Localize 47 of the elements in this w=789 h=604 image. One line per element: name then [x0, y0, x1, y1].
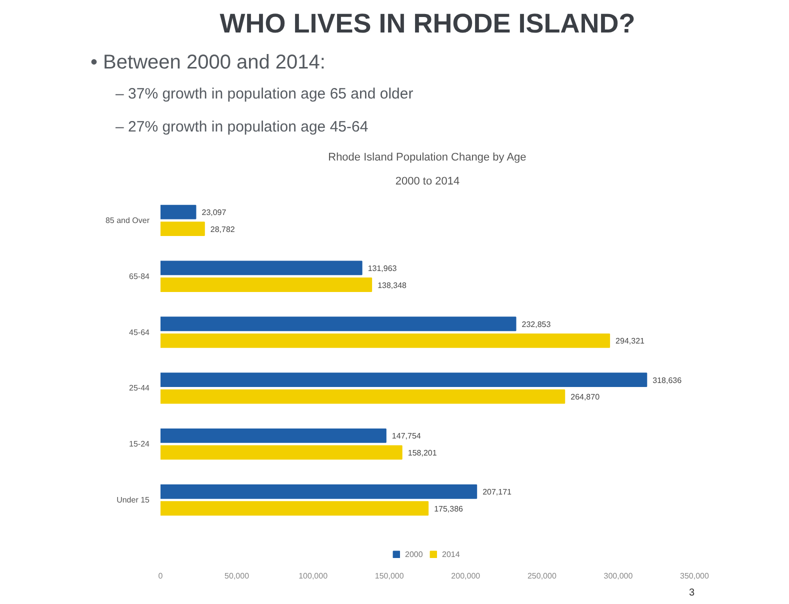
x-tick-label: 350,000	[680, 572, 710, 580]
data-label: 232,853	[522, 320, 552, 329]
x-tick-label: 50,000	[224, 572, 250, 580]
bar	[160, 333, 610, 348]
bar	[160, 501, 429, 516]
bar	[160, 278, 372, 292]
text: • Between 2000 and 2014:	[90, 52, 326, 74]
legend-label: 2000	[405, 549, 424, 559]
bar	[160, 428, 386, 443]
y-tick-label: 45-64	[129, 328, 150, 337]
chart-subtitle: 2000 to 2014	[395, 176, 460, 188]
bar	[160, 222, 205, 236]
y-tick-label: 15-24	[129, 440, 150, 449]
bar	[160, 389, 566, 404]
data-label: 294,321	[616, 336, 646, 346]
y-tick-label: 25-44	[129, 384, 150, 393]
data-label: 138,348	[378, 280, 408, 290]
chart-title: Rhode Island Population Change by Age	[328, 152, 526, 164]
bar	[160, 260, 362, 276]
text: – 37% growth in population age 65 and older	[116, 86, 414, 102]
x-tick-label: 250,000	[527, 572, 557, 580]
bar	[160, 204, 196, 220]
data-label: 264,870	[570, 392, 600, 402]
text: 3	[688, 588, 695, 598]
y-tick-label: 65-84	[129, 272, 150, 281]
data-label: 131,963	[368, 264, 398, 273]
data-label: 175,386	[434, 504, 464, 514]
y-tick-label: 85 and Over	[105, 216, 150, 225]
data-label: 318,636	[652, 376, 682, 385]
data-label: 207,171	[482, 488, 512, 497]
text: WHO LIVES IN RHODE ISLAND?	[220, 8, 636, 38]
text: – 27% growth in population age 45-64	[116, 118, 368, 136]
bar	[160, 445, 402, 460]
x-tick-label: 150,000	[374, 572, 404, 580]
data-label: 23,097	[202, 208, 227, 218]
data-label: 158,201	[408, 448, 438, 458]
x-tick-label: 200,000	[451, 572, 481, 580]
data-label: 28,782	[210, 224, 236, 234]
bar	[160, 484, 478, 499]
bar	[160, 316, 516, 332]
x-tick-label: 0	[158, 572, 164, 580]
data-label: 147,754	[392, 432, 422, 441]
x-tick-label: 100,000	[298, 572, 328, 580]
x-tick-label: 300,000	[604, 572, 634, 580]
y-tick-label: Under 15	[116, 496, 150, 504]
legend-label: 2014	[442, 549, 461, 559]
bar	[160, 372, 648, 388]
